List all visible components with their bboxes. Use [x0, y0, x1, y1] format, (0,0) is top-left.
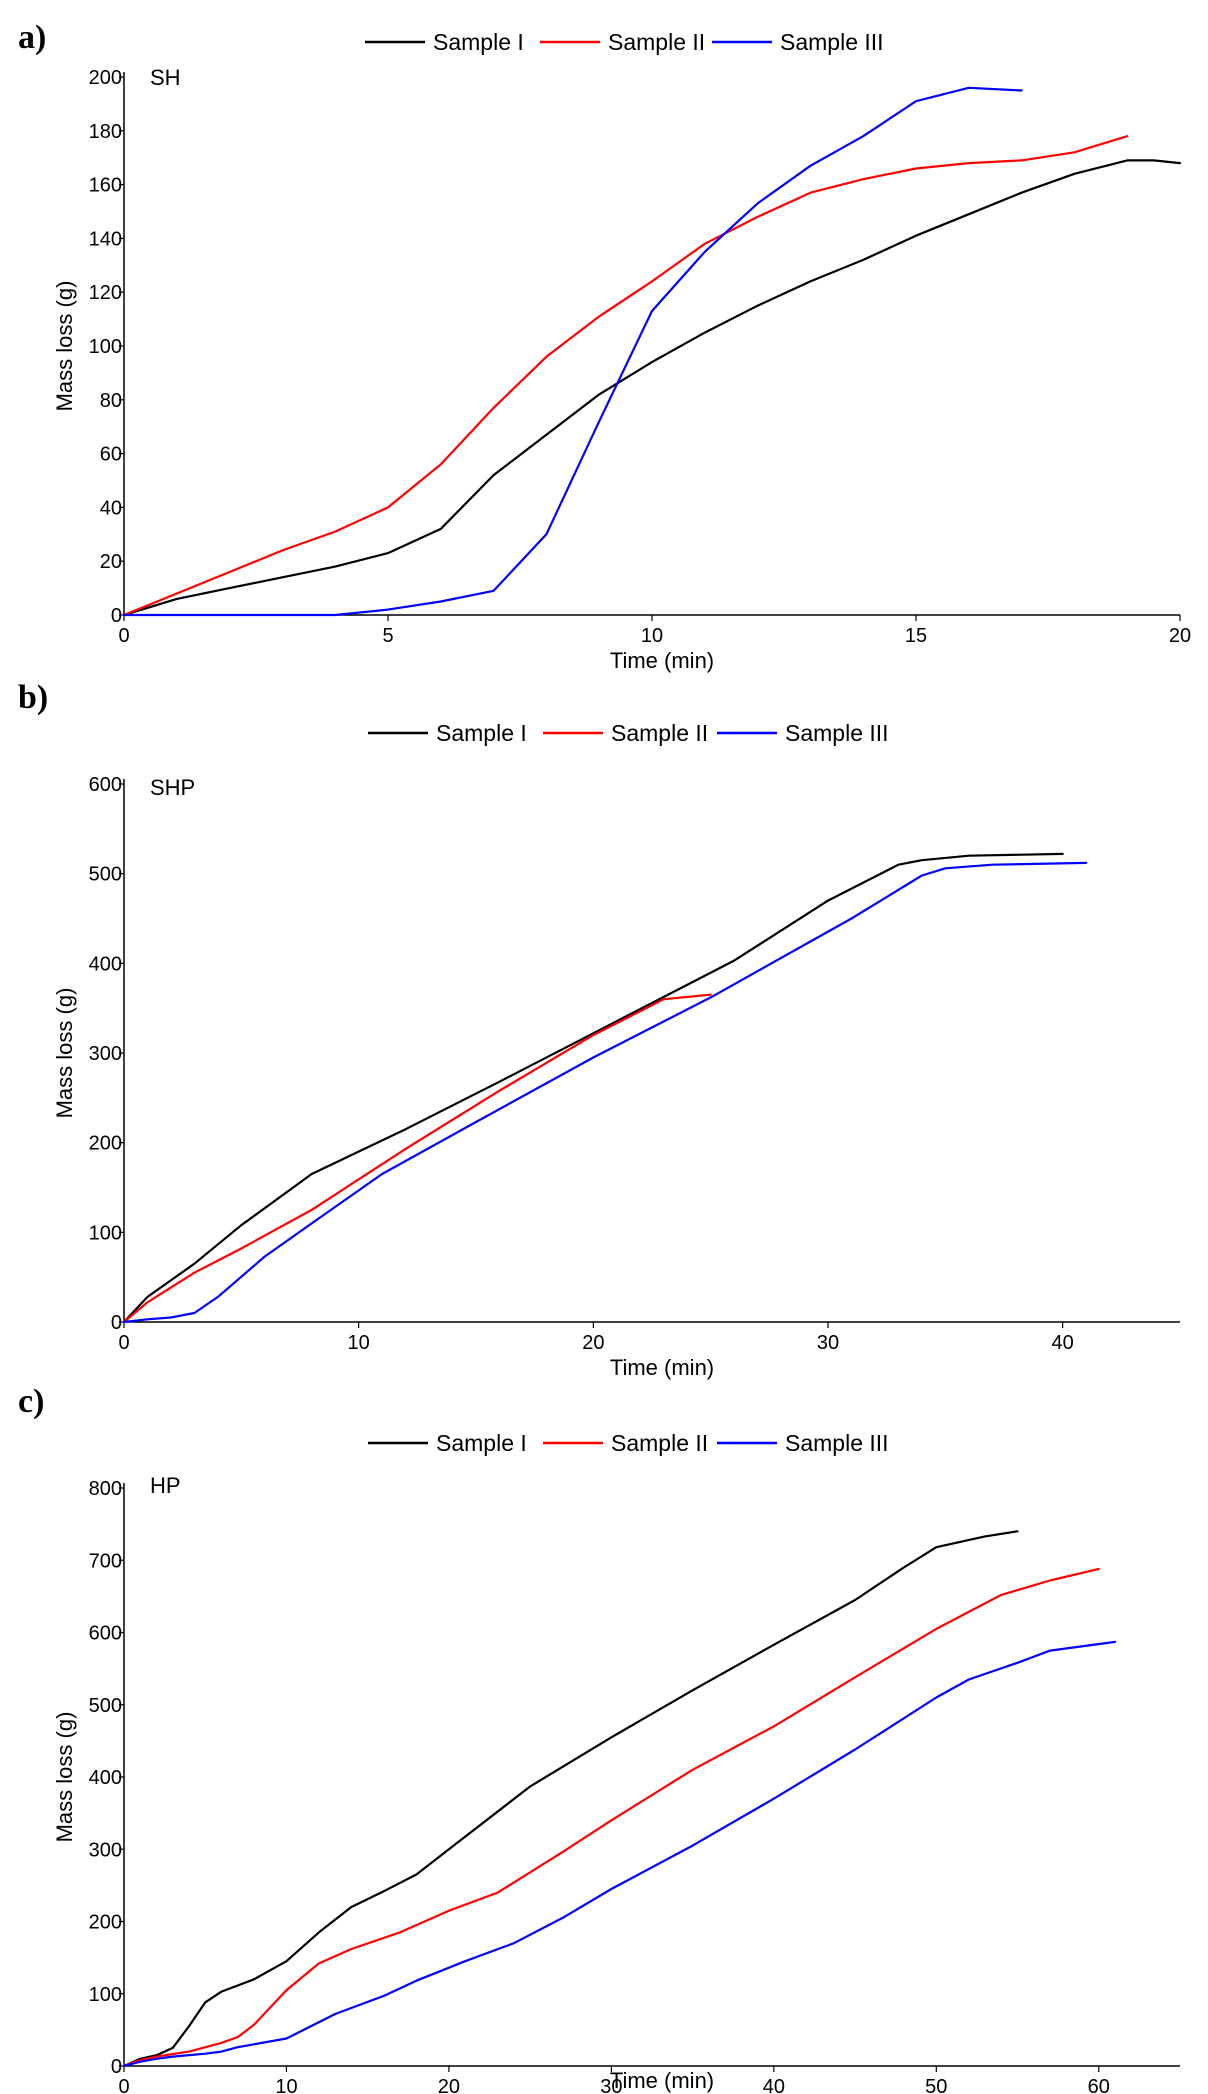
y-tick-label: 200	[89, 1133, 122, 1155]
series-line-sample-i	[122, 1530, 1019, 2068]
y-tick-label: 600	[89, 1623, 122, 1645]
y-tick-label: 180	[89, 121, 122, 143]
x-tick-label: 0	[118, 625, 129, 647]
y-tick-label: 160	[89, 175, 122, 197]
series-line-sample-i	[122, 852, 1064, 1324]
panel-label: b)	[18, 679, 48, 716]
y-tick-label: 100	[89, 336, 122, 358]
y-tick-label: 100	[89, 1984, 122, 2006]
y-tick-label: 20	[100, 551, 122, 573]
series-line-sample-iii	[122, 861, 1088, 1324]
chart-title: HP	[150, 1473, 181, 1498]
y-tick-label: 0	[111, 605, 122, 627]
y-tick-label: 40	[100, 497, 122, 519]
y-tick-label: 500	[89, 1695, 122, 1717]
y-tick-label: 200	[89, 67, 122, 89]
legend-entry-3: Sample III	[780, 29, 884, 55]
x-tick-label: 40	[1052, 1332, 1074, 1354]
chart-panel-2: b)Sample I Sample II Sample IIISHP01002003…	[18, 679, 1180, 1380]
x-tick-label: 10	[641, 625, 663, 647]
legend-entry-3: Sample III	[785, 720, 889, 746]
chart-title: SH	[150, 65, 181, 90]
y-tick-label: 500	[89, 864, 122, 886]
x-tick-label: 10	[275, 2076, 297, 2094]
chart-title: SHP	[150, 775, 195, 800]
y-tick-label: 120	[89, 282, 122, 304]
x-tick-label: 0	[118, 2076, 129, 2094]
x-tick-label: 15	[905, 625, 927, 647]
series-line-sample-ii	[122, 1567, 1100, 2068]
legend-entry-2: Sample II	[611, 1430, 708, 1456]
panel-label: c)	[18, 1383, 44, 1420]
x-axis-title: Time (min)	[610, 648, 714, 673]
series-line-sample-iii	[122, 86, 1023, 617]
series-line-sample-iii	[122, 1640, 1117, 2068]
y-tick-label: 60	[100, 444, 122, 466]
x-tick-label: 30	[600, 2076, 622, 2094]
y-tick-label: 600	[89, 774, 122, 796]
x-tick-label: 50	[925, 2076, 947, 2094]
x-tick-label: 40	[763, 2076, 785, 2094]
x-axis-title: Time (min)	[610, 2068, 714, 2093]
x-tick-label: 20	[438, 2076, 460, 2094]
chart-panel-1: a) Sample I Sample II Sample III SH 0 20 40 60 80…	[18, 19, 1191, 673]
y-tick-label: 400	[89, 1767, 122, 1789]
x-tick-label: 10	[348, 1332, 370, 1354]
x-tick-label: 5	[382, 625, 393, 647]
y-axis-title: Mass loss (g)	[52, 1712, 77, 1843]
y-tick-label: 800	[89, 1478, 122, 1500]
y-tick-label: 0	[111, 2056, 122, 2078]
y-tick-label: 300	[89, 1839, 122, 1861]
y-tick-label: 300	[89, 1043, 122, 1065]
x-tick-label: 30	[817, 1332, 839, 1354]
legend-entry-2: Sample II	[608, 29, 705, 55]
x-axis-title: Time (min)	[610, 1355, 714, 1380]
y-tick-label: 0	[111, 1312, 122, 1334]
panel-label: a)	[18, 19, 46, 56]
y-tick-label: 140	[89, 228, 122, 250]
chart-panel-3: c)Sample I Sample II Sample IIIHP010020030…	[18, 1383, 1180, 2094]
series-line-sample-ii	[122, 135, 1129, 617]
series-line-sample-ii	[122, 993, 712, 1324]
y-tick-label: 80	[100, 390, 122, 412]
x-tick-label: 0	[118, 1332, 129, 1354]
y-axis-title: Mass loss (g)	[52, 281, 77, 412]
legend-entry-1: Sample I	[436, 1430, 527, 1456]
legend-entry-2: Sample II	[611, 720, 708, 746]
y-axis-title: Mass loss (g)	[52, 988, 77, 1119]
legend-entry-3: Sample III	[785, 1430, 889, 1456]
y-tick-label: 100	[89, 1222, 122, 1244]
x-tick-label: 20	[1169, 625, 1191, 647]
legend-entry-1: Sample I	[433, 29, 524, 55]
y-tick-label: 700	[89, 1550, 122, 1572]
legend-entry-1: Sample I	[436, 720, 527, 746]
x-tick-label: 60	[1088, 2076, 1110, 2094]
series-line-sample-i	[122, 159, 1182, 617]
y-tick-label: 200	[89, 1912, 122, 1934]
y-tick-label: 400	[89, 953, 122, 975]
x-tick-label: 20	[582, 1332, 604, 1354]
